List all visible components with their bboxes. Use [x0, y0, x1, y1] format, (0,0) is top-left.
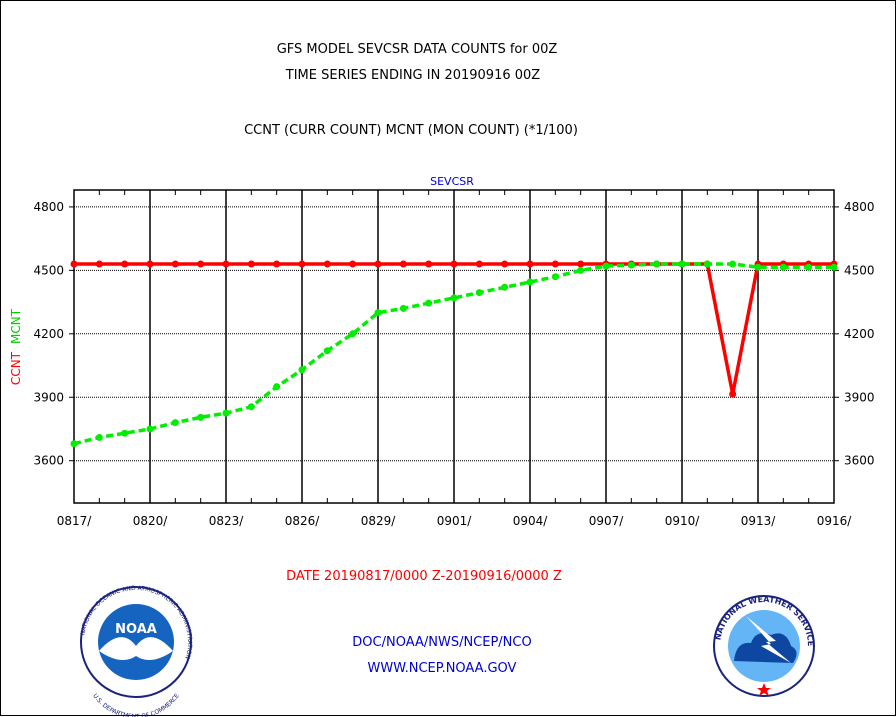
data-point-ccnt: [273, 260, 281, 268]
y-tick-label-right: 4800: [844, 200, 875, 214]
noaa-logo-gull-icon: [99, 637, 173, 660]
y-tick-label-right: 3900: [844, 390, 875, 404]
data-point-ccnt: [197, 260, 205, 268]
noaa-logo-text: NOAA: [115, 622, 157, 637]
data-point-mcnt: [197, 413, 205, 421]
nws-logo-lightning-icon: [746, 616, 791, 663]
x-tick-label: 0901/: [437, 514, 473, 528]
data-point-mcnt: [526, 278, 534, 286]
noaa-logo-icon: NOAA NATIONAL OCEANIC AND ATMOSPHERIC AD…: [79, 585, 193, 717]
data-point-mcnt: [627, 261, 635, 269]
x-tick-label: 0916/: [817, 514, 853, 528]
data-point-ccnt: [349, 260, 357, 268]
data-point-ccnt: [450, 260, 458, 268]
plot-area: 3600 3600 3900 3900 4200 4200 4500 4500 4800 4800…: [33, 189, 875, 528]
data-point-mcnt: [779, 263, 787, 271]
data-point-mcnt: [653, 260, 661, 268]
x-tick-label: 0904/: [513, 514, 549, 528]
data-point-ccnt: [475, 260, 483, 268]
data-point-ccnt: [551, 260, 559, 268]
data-point-mcnt: [298, 366, 306, 374]
nws-logo-icon: NATIONAL WEATHER SERVICE: [713, 595, 815, 697]
x-tick-label: 0826/: [285, 514, 321, 528]
x-tick-label: 0907/: [589, 514, 625, 528]
noaa-logo-disc: [98, 604, 174, 680]
data-point-mcnt: [171, 419, 179, 427]
nws-logo-star-icon: [757, 683, 771, 696]
data-point-mcnt: [121, 429, 129, 437]
data-point-mcnt: [577, 266, 585, 274]
y-axis-label-mcnt: MCNT: [9, 308, 23, 344]
x-tick-label: 0823/: [209, 514, 245, 528]
data-point-mcnt: [425, 299, 433, 307]
data-point-mcnt: [450, 294, 458, 302]
x-tick-label: 0913/: [741, 514, 777, 528]
x-tick-label: 0820/: [133, 514, 169, 528]
data-point-ccnt: [526, 260, 534, 268]
data-point-mcnt: [501, 283, 509, 291]
data-point-mcnt: [323, 347, 331, 355]
data-point-ccnt: [222, 260, 230, 268]
data-point-mcnt: [551, 273, 559, 281]
y-axis-label-ccnt: CCNT: [9, 351, 23, 385]
y-tick-label-right: 4200: [844, 327, 875, 341]
data-point-ccnt: [425, 260, 433, 268]
data-point-ccnt: [171, 260, 179, 268]
chart-title: GFS MODEL SEVCSR DATA COUNTS for 00Z: [277, 42, 558, 57]
y-tick-label-left: 4500: [33, 263, 64, 277]
data-point-mcnt: [222, 409, 230, 417]
data-point-mcnt: [729, 260, 737, 268]
data-point-mcnt: [247, 403, 255, 411]
data-point-mcnt: [273, 383, 281, 391]
data-point-ccnt: [298, 260, 306, 268]
x-tick-label: 0829/: [361, 514, 397, 528]
data-point-ccnt: [323, 260, 331, 268]
y-tick-label-right: 4500: [844, 263, 875, 277]
legend-caption: CCNT (CURR COUNT) MCNT (MON COUNT) (*1/1…: [244, 123, 578, 138]
data-point-mcnt: [95, 433, 103, 441]
data-point-mcnt: [602, 262, 610, 270]
date-range-label: DATE 20190817/0000 Z-20190916/0000 Z: [286, 569, 562, 584]
data-point-ccnt: [121, 260, 129, 268]
y-tick-label-left: 3900: [33, 390, 64, 404]
x-tick-label: 0910/: [665, 514, 701, 528]
data-point-mcnt: [374, 309, 382, 317]
data-point-mcnt: [754, 263, 762, 271]
footer-agency: DOC/NOAA/NWS/NCEP/NCO: [352, 635, 531, 650]
footer-website[interactable]: WWW.NCEP.NOAA.GOV: [368, 661, 517, 676]
y-tick-label-right: 3600: [844, 454, 875, 468]
data-point-ccnt: [399, 260, 407, 268]
data-point-mcnt: [399, 304, 407, 312]
data-point-mcnt: [703, 260, 711, 268]
data-point-mcnt: [678, 260, 686, 268]
panel-label: SEVCSR: [430, 175, 474, 188]
data-point-mcnt: [805, 263, 813, 271]
data-point-mcnt: [830, 263, 838, 271]
chart-subtitle: TIME SERIES ENDING IN 20190916 00Z: [285, 68, 541, 83]
data-point-mcnt: [475, 289, 483, 297]
y-tick-label-left: 3600: [33, 454, 64, 468]
y-tick-label-left: 4200: [33, 327, 64, 341]
data-point-ccnt: [501, 260, 509, 268]
x-tick-label: 0817/: [57, 514, 93, 528]
data-point-ccnt: [729, 390, 737, 398]
data-point-ccnt: [95, 260, 103, 268]
data-point-mcnt: [70, 440, 78, 448]
data-point-ccnt: [374, 260, 382, 268]
data-point-ccnt: [70, 260, 78, 268]
y-axis-label: CCNT MCNT: [9, 308, 23, 385]
data-point-mcnt: [349, 330, 357, 338]
data-point-ccnt: [247, 260, 255, 268]
data-point-ccnt: [577, 260, 585, 268]
data-point-mcnt: [146, 425, 154, 433]
y-tick-label-left: 4800: [33, 200, 64, 214]
data-point-ccnt: [146, 260, 154, 268]
